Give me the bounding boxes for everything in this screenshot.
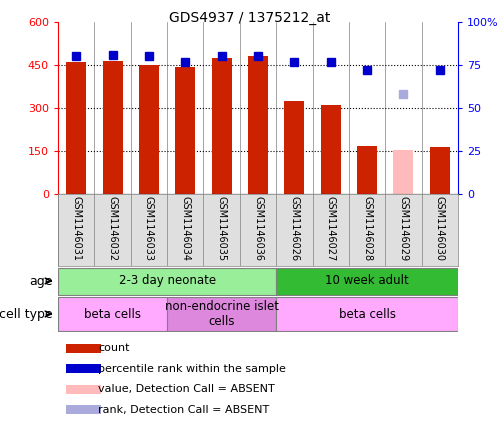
Bar — [58, 267, 276, 294]
Text: GSM1146033: GSM1146033 — [144, 196, 154, 261]
Bar — [212, 58, 232, 194]
Bar — [167, 297, 276, 331]
Text: GSM1146029: GSM1146029 — [399, 196, 409, 261]
Bar — [66, 62, 86, 194]
Bar — [312, 194, 349, 266]
Bar — [139, 65, 159, 194]
Bar — [66, 344, 101, 352]
Text: GSM1146032: GSM1146032 — [108, 196, 118, 261]
Text: GSM1146035: GSM1146035 — [217, 196, 227, 261]
Bar — [131, 194, 167, 266]
Bar — [248, 56, 268, 194]
Text: GSM1146031: GSM1146031 — [71, 196, 81, 261]
Text: GSM1146028: GSM1146028 — [362, 196, 372, 261]
Text: count: count — [98, 343, 130, 353]
Bar — [66, 405, 101, 414]
Text: percentile rank within the sample: percentile rank within the sample — [98, 364, 286, 374]
Bar — [240, 194, 276, 266]
Bar — [321, 104, 341, 194]
Bar — [276, 297, 458, 331]
Text: GSM1146034: GSM1146034 — [180, 196, 190, 261]
Text: beta cells: beta cells — [84, 308, 141, 321]
Text: value, Detection Call = ABSENT: value, Detection Call = ABSENT — [98, 384, 275, 394]
Text: GSM1146027: GSM1146027 — [326, 196, 336, 261]
Text: 10 week adult: 10 week adult — [325, 274, 409, 287]
Bar — [284, 101, 304, 194]
Bar — [103, 60, 123, 194]
Text: age: age — [29, 275, 53, 288]
Bar — [276, 194, 312, 266]
Bar — [58, 194, 94, 266]
Bar — [66, 385, 101, 393]
Text: GSM1146036: GSM1146036 — [253, 196, 263, 261]
Bar — [357, 146, 377, 194]
Text: GDS4937 / 1375212_at: GDS4937 / 1375212_at — [169, 11, 330, 25]
Bar — [58, 297, 167, 331]
Bar — [66, 365, 101, 373]
Bar — [422, 194, 458, 266]
Bar — [167, 194, 204, 266]
Text: GSM1146026: GSM1146026 — [289, 196, 299, 261]
Bar — [175, 67, 195, 194]
Bar — [276, 267, 458, 294]
Text: cell type: cell type — [0, 308, 53, 321]
Text: GSM1146030: GSM1146030 — [435, 196, 445, 261]
Text: non-endocrine islet
cells: non-endocrine islet cells — [165, 300, 278, 328]
Bar — [349, 194, 385, 266]
Text: 2-3 day neonate: 2-3 day neonate — [119, 274, 216, 287]
Bar — [385, 194, 422, 266]
Bar — [393, 151, 414, 194]
Text: beta cells: beta cells — [339, 308, 396, 321]
Text: rank, Detection Call = ABSENT: rank, Detection Call = ABSENT — [98, 405, 269, 415]
Bar — [204, 194, 240, 266]
Bar — [430, 147, 450, 194]
Bar — [94, 194, 131, 266]
